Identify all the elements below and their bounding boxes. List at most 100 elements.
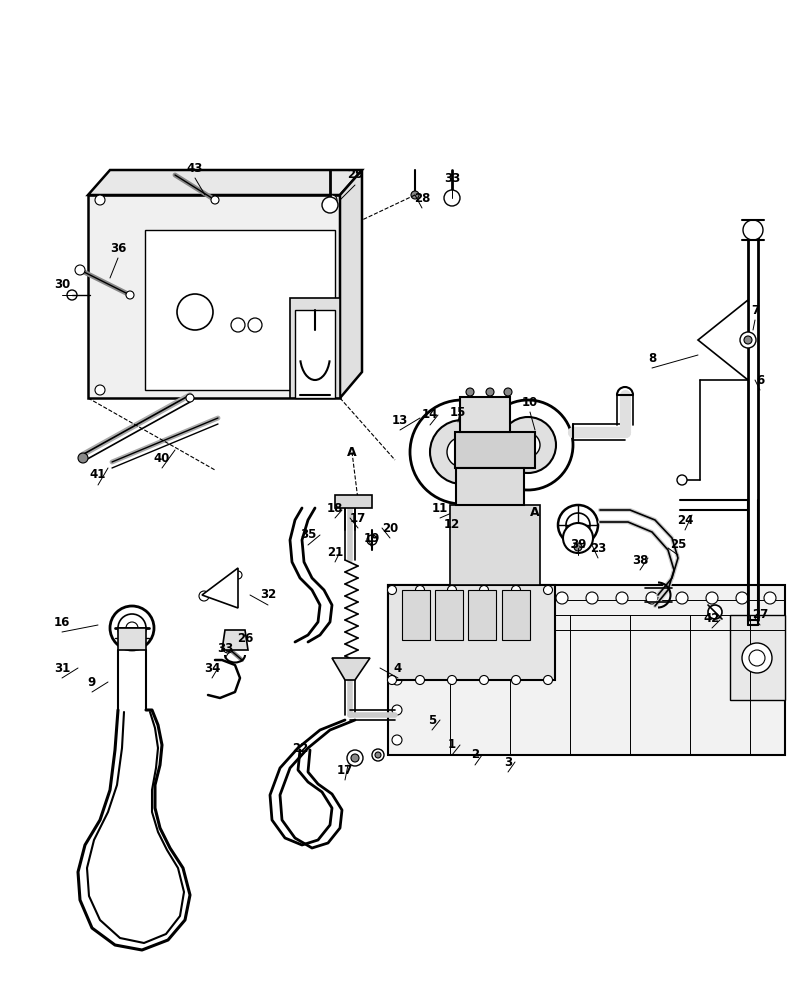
Text: 4: 4: [393, 662, 402, 674]
Circle shape: [388, 676, 397, 684]
Circle shape: [504, 388, 512, 396]
Circle shape: [466, 592, 478, 604]
Text: 33: 33: [444, 172, 460, 184]
Circle shape: [415, 585, 424, 594]
Circle shape: [75, 265, 85, 275]
Circle shape: [234, 571, 242, 579]
Circle shape: [199, 591, 209, 601]
Circle shape: [574, 543, 582, 551]
Circle shape: [616, 592, 628, 604]
Text: 35: 35: [300, 528, 316, 542]
Circle shape: [563, 523, 593, 553]
Text: 11: 11: [431, 502, 448, 514]
Circle shape: [327, 195, 337, 205]
Text: 26: 26: [237, 632, 253, 645]
Circle shape: [447, 437, 477, 467]
Text: 42: 42: [704, 611, 720, 624]
Circle shape: [486, 388, 494, 396]
Polygon shape: [118, 628, 146, 650]
Circle shape: [375, 752, 381, 758]
Text: 43: 43: [187, 161, 203, 174]
Text: 36: 36: [110, 241, 126, 254]
Polygon shape: [460, 397, 510, 432]
Circle shape: [78, 453, 88, 463]
Polygon shape: [290, 298, 340, 398]
Circle shape: [336, 497, 344, 505]
Text: 18: 18: [326, 502, 343, 514]
Circle shape: [110, 606, 154, 650]
Circle shape: [646, 592, 658, 604]
Circle shape: [392, 645, 402, 655]
Circle shape: [740, 332, 756, 348]
Circle shape: [676, 592, 688, 604]
Circle shape: [502, 422, 508, 430]
Text: 16: 16: [54, 615, 70, 629]
Circle shape: [496, 592, 508, 604]
Text: 14: 14: [422, 408, 438, 422]
Circle shape: [411, 191, 419, 199]
Circle shape: [736, 592, 748, 604]
Circle shape: [325, 200, 335, 210]
Polygon shape: [388, 585, 555, 680]
Text: A: A: [347, 446, 357, 458]
Circle shape: [231, 318, 245, 332]
Circle shape: [223, 643, 233, 653]
Circle shape: [479, 585, 489, 594]
Text: 30: 30: [54, 278, 70, 292]
Text: 8: 8: [648, 352, 656, 364]
Circle shape: [410, 400, 514, 504]
Circle shape: [677, 475, 687, 485]
Circle shape: [118, 614, 146, 642]
Text: 9: 9: [88, 676, 96, 688]
Circle shape: [744, 336, 752, 344]
Text: 20: 20: [382, 522, 398, 534]
Circle shape: [743, 220, 763, 240]
Circle shape: [430, 420, 494, 484]
Text: 19: 19: [364, 532, 381, 544]
Polygon shape: [402, 590, 430, 640]
Text: 15: 15: [450, 406, 466, 418]
Text: 12: 12: [444, 518, 460, 532]
Polygon shape: [88, 170, 362, 195]
Circle shape: [447, 193, 457, 203]
Text: 28: 28: [414, 192, 430, 205]
Text: 39: 39: [570, 538, 586, 552]
Text: 1: 1: [448, 738, 456, 752]
Polygon shape: [730, 615, 785, 700]
Text: 13: 13: [392, 414, 408, 426]
Polygon shape: [435, 590, 463, 640]
Circle shape: [500, 417, 556, 473]
Polygon shape: [202, 568, 238, 608]
Circle shape: [351, 754, 359, 762]
Polygon shape: [145, 230, 335, 390]
Circle shape: [566, 513, 590, 537]
Circle shape: [556, 592, 568, 604]
Polygon shape: [502, 590, 530, 640]
Circle shape: [392, 615, 402, 625]
Circle shape: [747, 224, 759, 236]
Circle shape: [95, 385, 105, 395]
Text: 17: 17: [350, 512, 366, 524]
Text: A: A: [530, 506, 540, 518]
Circle shape: [186, 394, 194, 402]
Circle shape: [466, 388, 474, 396]
Circle shape: [502, 399, 508, 406]
Circle shape: [558, 505, 598, 545]
Circle shape: [516, 433, 540, 457]
Text: 7: 7: [751, 304, 759, 316]
Circle shape: [95, 195, 105, 205]
Circle shape: [392, 735, 402, 745]
Circle shape: [211, 196, 219, 204]
Circle shape: [483, 400, 573, 490]
Polygon shape: [468, 590, 496, 640]
Text: 29: 29: [347, 168, 363, 182]
Polygon shape: [335, 495, 372, 508]
Polygon shape: [456, 468, 524, 505]
Circle shape: [742, 643, 772, 673]
Circle shape: [436, 592, 448, 604]
Circle shape: [749, 650, 765, 666]
Circle shape: [248, 318, 262, 332]
Polygon shape: [340, 170, 362, 398]
Circle shape: [461, 422, 469, 430]
Text: 22: 22: [292, 742, 308, 754]
